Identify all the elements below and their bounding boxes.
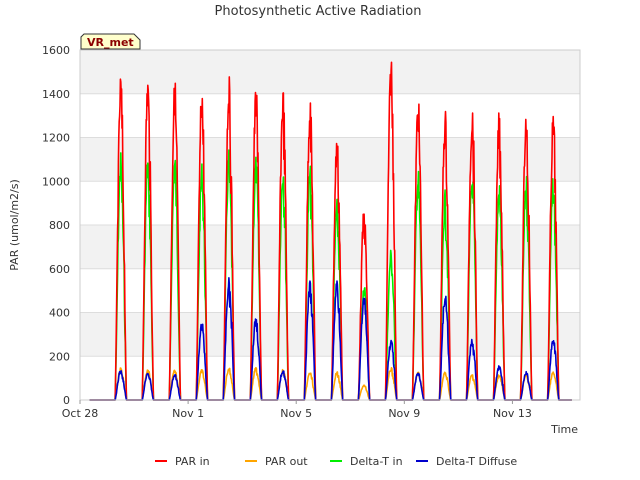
site-label-box: VR_met xyxy=(80,33,141,50)
x-tick-label: Oct 28 xyxy=(62,407,99,420)
x-tick-label: Nov 9 xyxy=(388,407,420,420)
plot-band xyxy=(80,181,580,225)
x-axis-label: Time xyxy=(550,423,578,436)
plot-frame xyxy=(79,49,581,401)
legend: PAR in PAR out Delta-T in Delta-T Diffuse xyxy=(155,455,517,468)
y-tick-label: 1400 xyxy=(42,88,70,101)
x-axis: Oct 28 Nov 1 Nov 5 Nov 9 Nov 13 xyxy=(62,400,532,420)
series-line-par-in xyxy=(89,61,572,401)
plot-band xyxy=(80,312,580,357)
legend-label: Delta-T in xyxy=(350,455,403,468)
y-tick-label: 800 xyxy=(49,219,70,232)
site-label: VR_met xyxy=(87,36,134,49)
plot-band xyxy=(80,137,580,182)
y-axis: 0 200 400 600 800 1000 1200 1400 1600 xyxy=(42,44,70,407)
y-tick-label: 400 xyxy=(49,307,70,320)
legend-label: PAR in xyxy=(175,455,210,468)
x-tick-label: Nov 5 xyxy=(280,407,312,420)
legend-label: PAR out xyxy=(265,455,308,468)
plot-band xyxy=(80,93,580,138)
plot-band xyxy=(80,50,580,94)
chart-title: Photosynthetic Active Radiation xyxy=(215,4,422,19)
legend-label: Delta-T Diffuse xyxy=(436,455,517,468)
y-tick-label: 0 xyxy=(63,394,70,407)
x-tick-label: Nov 1 xyxy=(172,407,204,420)
y-tick-label: 600 xyxy=(49,263,70,276)
series-layer xyxy=(89,61,572,401)
y-axis-label: PAR (umol/m2/s) xyxy=(8,179,21,271)
y-tick-label: 1200 xyxy=(42,132,70,145)
y-tick-label: 200 xyxy=(49,350,70,363)
y-tick-label: 1600 xyxy=(42,44,70,57)
series-line-delta-t-diffuse xyxy=(89,277,572,401)
plot-band xyxy=(80,268,580,313)
plot-band xyxy=(80,225,580,269)
x-tick-label: Nov 13 xyxy=(493,407,532,420)
y-tick-label: 1000 xyxy=(42,175,70,188)
